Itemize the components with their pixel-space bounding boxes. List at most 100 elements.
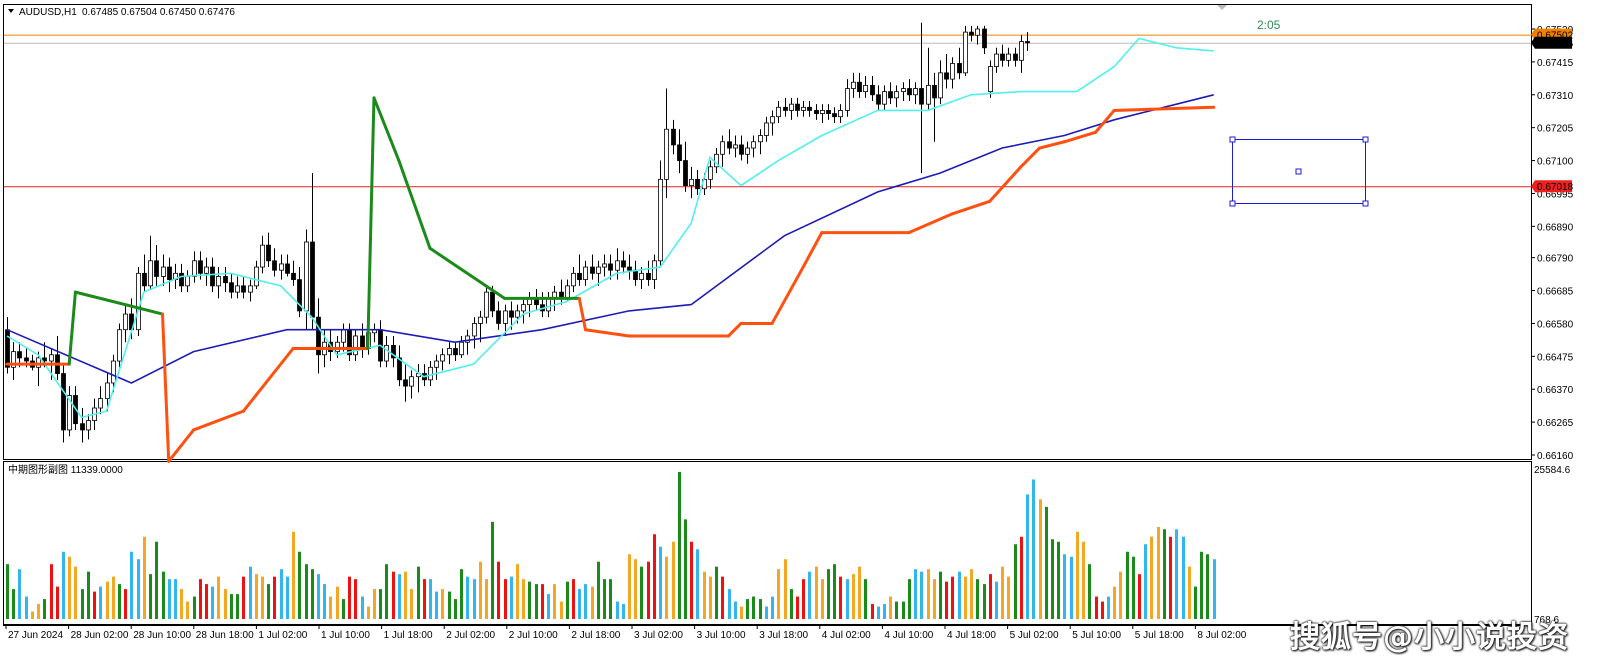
candle-body: [123, 313, 128, 331]
candle-body: [708, 166, 713, 180]
candle-body: [391, 344, 396, 359]
time-tick-label: 5 Jul 10:00: [1072, 630, 1121, 641]
candle-body: [950, 63, 955, 80]
fast-ma-line: [6, 37, 1214, 419]
time-axis: 27 Jun 2024 28 Jun 02:00 28 Jun 10:00 28 Ju…: [5, 625, 1247, 641]
candle-body: [1013, 53, 1018, 61]
trailing-stop-segment: [428, 246, 507, 300]
time-tick-label: 28 Jun 10:00: [133, 630, 191, 641]
symbol-dropdown-icon[interactable]: [8, 9, 14, 13]
candle-body: [689, 178, 694, 187]
candle-body: [42, 357, 47, 362]
rectangle-object[interactable]: [1229, 136, 1369, 207]
candle-body: [223, 276, 228, 284]
candle-body: [86, 420, 91, 431]
candle-body: [434, 360, 439, 368]
candle-body: [490, 291, 495, 312]
candle-body: [428, 366, 433, 381]
candle-body: [994, 53, 999, 67]
candle-body: [496, 310, 501, 324]
indicator-scale-top: 25584.6: [1534, 465, 1571, 476]
trailing-stop-segment: [67, 290, 77, 366]
trailing-stop-segment: [73, 290, 164, 316]
time-tick-label: 27 Jun 2024: [8, 630, 63, 641]
shift-marker-icon[interactable]: [1217, 5, 1227, 10]
candle-body: [963, 31, 968, 74]
candle-body: [546, 297, 551, 312]
candle-body: [870, 84, 875, 96]
time-tick-label: 5 Jul 02:00: [1010, 630, 1059, 641]
price-tick-label: 0.66580: [1537, 319, 1574, 330]
candle-body: [807, 106, 812, 111]
trailing-stop-segment: [372, 96, 401, 163]
trailing-stop-segment: [1019, 146, 1042, 169]
candle-body: [882, 91, 887, 105]
trailing-stop-segment: [1062, 130, 1097, 144]
candle-body: [136, 272, 141, 331]
price-tick-label: 0.66685: [1537, 287, 1574, 298]
candle-body: [832, 113, 837, 118]
candle-body: [826, 110, 831, 114]
candle-body: [36, 357, 41, 368]
candle-body: [608, 263, 613, 271]
candle-body: [397, 357, 402, 381]
candle-body: [167, 266, 172, 280]
candle-body: [328, 341, 333, 353]
trailing-stop-segment: [727, 321, 743, 338]
symbol-label: AUDUSD,H1: [19, 7, 77, 18]
candle-body: [764, 122, 769, 136]
candle-body: [845, 88, 850, 111]
candle-body: [285, 263, 290, 274]
price-tick-label: 0.66995: [1537, 189, 1574, 200]
trailing-stop-segment: [583, 328, 631, 338]
time-tick-label: 1 Jul 18:00: [384, 630, 433, 641]
candle-body: [901, 88, 906, 93]
candle-body: [241, 285, 246, 293]
candle-body: [260, 244, 265, 268]
time-tick-label: 4 Jul 02:00: [822, 630, 871, 641]
time-tick-label: 8 Jul 02:00: [1197, 630, 1246, 641]
indicator-pane[interactable]: [6, 472, 1216, 619]
red-price-marker-bg: [1531, 180, 1572, 193]
current-price-marker: 0.67476: [1531, 36, 1574, 50]
candle-body: [1025, 41, 1030, 44]
candle-body: [677, 144, 682, 161]
candle-body: [335, 341, 340, 353]
candle-body: [838, 110, 843, 118]
trailing-stop-segment: [241, 347, 295, 413]
candle-body: [459, 341, 464, 356]
candle-body: [814, 110, 819, 114]
candle-body: [745, 147, 750, 155]
candle-body: [938, 72, 943, 99]
candle-body: [1006, 53, 1011, 61]
candle-body: [851, 81, 856, 89]
trailing-stop-segment: [1094, 108, 1116, 134]
trailing-stop-segment: [192, 409, 245, 432]
candle-body: [453, 348, 458, 356]
candle-body: [297, 279, 302, 312]
candle-body: [272, 260, 277, 271]
time-tick-label: 4 Jul 10:00: [884, 630, 933, 641]
candle-body: [857, 81, 862, 93]
candle-body: [1019, 41, 1024, 61]
candle-body: [384, 344, 389, 362]
candle-body: [316, 316, 321, 356]
indicator-title: 中期图形副图 11339.0000: [8, 463, 123, 476]
candle-body: [210, 266, 215, 287]
candle-body: [770, 116, 775, 124]
price-tick-label: 0.67310: [1537, 91, 1574, 102]
candle-body: [484, 291, 489, 318]
time-tick-label: 1 Jul 10:00: [321, 630, 370, 641]
candle-body: [751, 141, 756, 149]
candle-body: [571, 272, 576, 287]
candle-body: [969, 31, 974, 36]
main-pane[interactable]: [4, 22, 1531, 463]
price-tick-label: 0.67100: [1537, 157, 1574, 168]
candle-body: [310, 241, 315, 318]
candle-body: [248, 285, 253, 293]
price-tick-label: 0.66475: [1537, 352, 1574, 363]
candle-body: [291, 272, 296, 280]
candle-body: [353, 335, 358, 356]
time-tick-label: 1 Jul 02:00: [258, 630, 307, 641]
